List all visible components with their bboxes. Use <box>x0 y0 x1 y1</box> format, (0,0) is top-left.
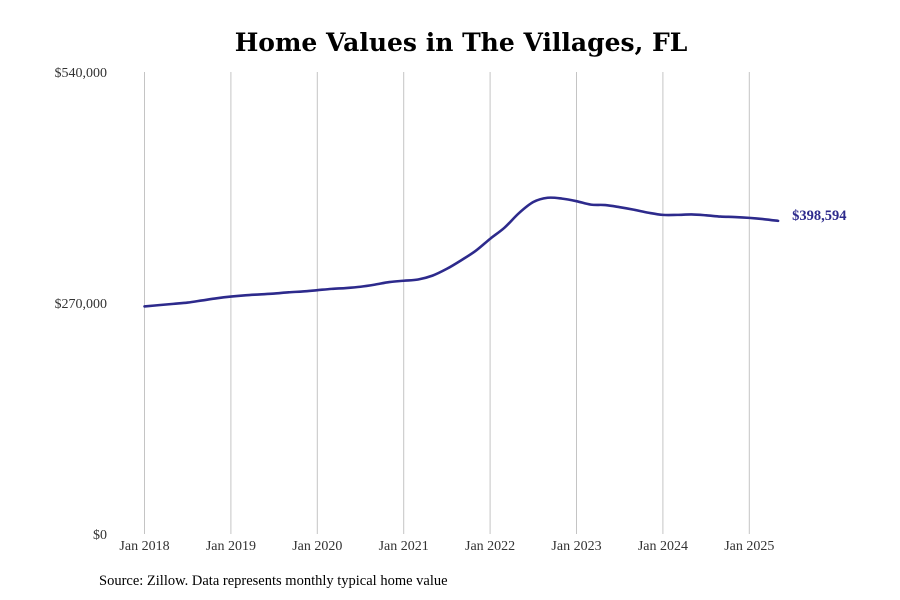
series-line-home-value <box>143 196 780 308</box>
y-tick-label: $540,000 <box>55 66 108 81</box>
x-tick-label: Jan 2023 <box>551 539 601 554</box>
chart-title: Home Values in The Villages, FL <box>235 28 688 57</box>
x-tick-label: Jan 2022 <box>465 539 515 554</box>
x-tick-label: Jan 2020 <box>292 539 342 554</box>
x-tick-label: Jan 2024 <box>638 539 688 554</box>
y-axis-ticks: $0 $270,000 $540,000 <box>55 66 108 543</box>
end-value-label: $398,594 <box>792 208 846 224</box>
x-tick-label: Jan 2018 <box>119 539 169 554</box>
x-tick-label: Jan 2025 <box>724 539 774 554</box>
x-tick-label: Jan 2019 <box>206 539 256 554</box>
source-note: Source: Zillow. Data represents monthly … <box>99 573 448 589</box>
x-tick-label: Jan 2021 <box>379 539 429 554</box>
x-axis-ticks: Jan 2018 Jan 2019 Jan 2020 Jan 2021 Jan 2022… <box>119 539 774 554</box>
y-tick-label: $0 <box>93 528 107 543</box>
y-tick-label: $270,000 <box>55 297 108 312</box>
line-chart: Home Values in The Villages, FL $0 $270,0… <box>55 28 847 554</box>
gridlines <box>144 72 750 534</box>
